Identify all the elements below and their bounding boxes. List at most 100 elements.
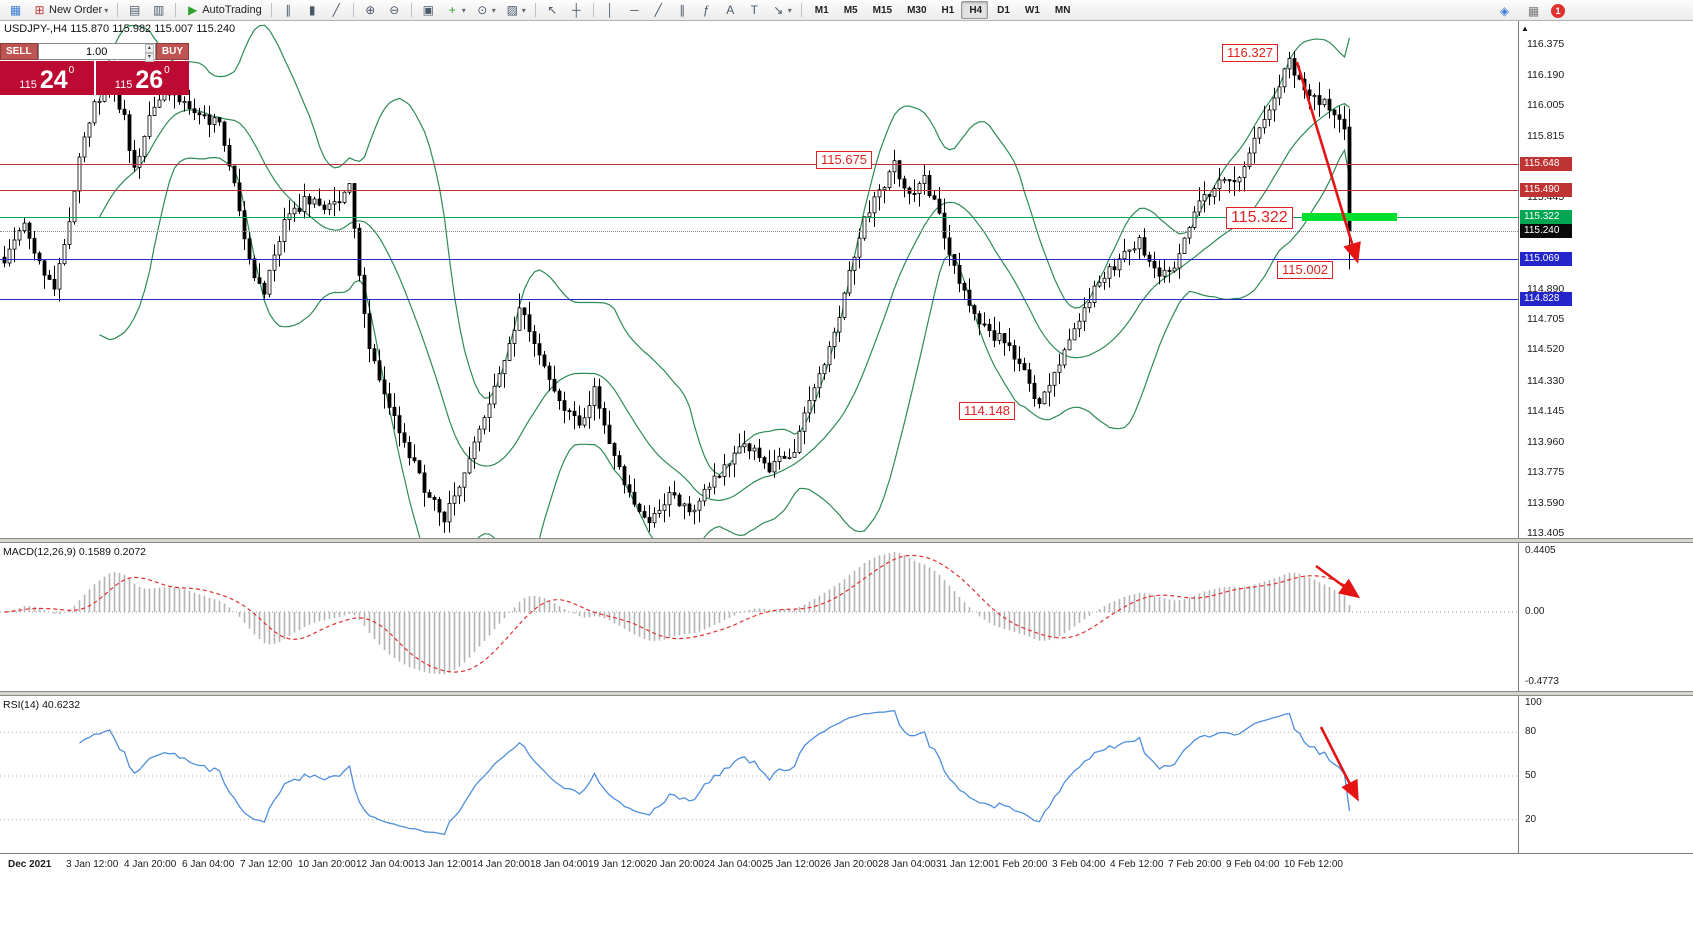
crosshair-icon-icon: ┼ [572, 3, 581, 17]
panel-splitter[interactable] [0, 691, 1693, 696]
print-icon[interactable]: ▤ [123, 1, 146, 19]
horizontal-level-line[interactable] [0, 189, 1518, 191]
tf-w1-button[interactable]: W1 [1017, 1, 1046, 19]
price-annotation[interactable]: 115.002 [1277, 261, 1334, 279]
tf-m1-button-label: M1 [814, 4, 829, 16]
new-order-button[interactable]: ⊞ New Order ▾ [28, 1, 112, 19]
line-chart-icon[interactable]: ╱ [325, 1, 348, 19]
price-annotation[interactable]: 115.675 [816, 151, 873, 169]
time-axis[interactable]: Dec 2021 3 Jan 12:00 4 Jan 20:00 6 Jan 04:0… [0, 853, 1693, 877]
templates-icon[interactable]: ▨ ▾ [501, 1, 530, 19]
autoscroll-marker-icon: ▲ [1521, 24, 1529, 33]
macd-axis-value: -0.4773 [1525, 676, 1559, 687]
volume-down-icon[interactable]: ▾ [144, 53, 154, 62]
toolbar-right-items: ◈ ▦ 1 [1493, 2, 1565, 20]
horizontal-level-line[interactable] [0, 259, 1518, 260]
price-level-tag: 115.322 [1520, 210, 1572, 225]
bid-price-box[interactable]: 115 24 0 [0, 61, 94, 95]
notification-badge[interactable]: 1 [1551, 4, 1565, 18]
volume-stepper[interactable]: ▴ ▾ [144, 44, 154, 62]
time-axis-label: 7 Jan 12:00 [240, 859, 293, 870]
volume-up-icon[interactable]: ▴ [144, 44, 154, 53]
macd-panel[interactable]: MACD(12,26,9) 0.1589 0.2072 [0, 543, 1518, 691]
tf-h4-button[interactable]: H4 [961, 1, 989, 19]
dropdown-caret-icon: ▾ [461, 5, 466, 15]
price-tick-label: 114.520 [1527, 343, 1565, 356]
crosshair-icon[interactable]: ┼ [565, 1, 588, 19]
price-axis[interactable]: 115.648 115.490 115.322 115.069 114.828 115.2… [1518, 21, 1693, 539]
candlestick-chart-icon[interactable]: ▮ [301, 1, 324, 19]
label-icon[interactable]: T [743, 1, 766, 19]
volume-value: 1.00 [86, 45, 108, 58]
fibonacci-icon[interactable]: ƒ [695, 1, 718, 19]
channel-icon[interactable]: ∥ [671, 1, 694, 19]
tf-d1-button[interactable]: D1 [989, 1, 1016, 19]
search-icon[interactable]: ▦ [1522, 2, 1545, 20]
time-axis-label: 10 Jan 20:00 [298, 859, 356, 870]
time-axis-label: 9 Feb 04:00 [1226, 859, 1280, 870]
tf-m30-button[interactable]: M30 [899, 1, 932, 19]
community-icon[interactable]: ◈ [1493, 2, 1516, 20]
macd-plot[interactable] [0, 543, 1518, 691]
rsi-plot[interactable] [0, 696, 1518, 853]
arrows-icon-icon: ↘ [773, 3, 784, 17]
price-level-tag: 115.648 [1520, 156, 1572, 171]
chart-profile-icon[interactable]: ▥ [147, 1, 170, 19]
vertical-line-icon[interactable]: │ [599, 1, 622, 19]
candlestick-chart[interactable] [0, 21, 1518, 538]
ask-price-box[interactable]: 115 26 0 [95, 61, 189, 95]
tf-h1-button[interactable]: H1 [934, 1, 961, 19]
one-click-trading-panel: SELL 1.00 ▴ ▾ BUY 115 24 0 115 26 0 [0, 43, 189, 95]
autotrading-button[interactable]: ▶ AutoTrading [181, 1, 266, 19]
horizontal-level-line[interactable] [0, 298, 1518, 300]
line-chart-icon-icon: ╱ [332, 3, 340, 17]
periods-icon[interactable]: ⊙ ▾ [471, 1, 500, 19]
trade-panel-prices: 115 24 0 115 26 0 [0, 61, 189, 95]
horizontal-level-line[interactable] [0, 217, 1518, 219]
tf-m15-button[interactable]: M15 [865, 1, 898, 19]
text-icon[interactable]: A [719, 1, 742, 19]
price-tick-label: 113.775 [1527, 466, 1565, 479]
horizontal-level-line[interactable] [0, 163, 1518, 165]
price-tick-label: 114.330 [1527, 374, 1565, 387]
chart-window-icon[interactable]: ▦ [4, 1, 27, 19]
price-tick-label: 113.960 [1527, 435, 1565, 448]
price-annotation[interactable]: 116.327 [1222, 44, 1279, 62]
green-highlight-segment[interactable] [1302, 213, 1397, 222]
buy-button[interactable]: BUY [155, 43, 189, 60]
time-axis-label: 18 Jan 04:00 [530, 859, 588, 870]
toolbar-separator [800, 3, 802, 17]
volume-input[interactable]: 1.00 ▴ ▾ [37, 43, 156, 62]
macd-label: MACD(12,26,9) 0.1589 0.2072 [3, 546, 147, 558]
tf-mn-button[interactable]: MN [1047, 1, 1077, 19]
cursor-icon[interactable]: ↖ [541, 1, 564, 19]
vertical-line-icon-icon: │ [606, 3, 615, 17]
price-annotation[interactable]: 114.148 [959, 402, 1016, 420]
tf-m1-button[interactable]: M1 [807, 1, 835, 19]
arrows-icon[interactable]: ↘ ▾ [767, 1, 796, 19]
zoom-in-icon[interactable]: ⊕ [359, 1, 382, 19]
time-axis-label: 25 Jan 12:00 [762, 859, 820, 870]
bar-chart-icon[interactable]: ∥ [277, 1, 300, 19]
price-chart-panel[interactable]: USDJPY-,H4 115.870 115.982 115.007 115.2… [0, 21, 1518, 538]
dropdown-caret-icon: ▾ [787, 5, 792, 15]
trendline-icon-icon: ╱ [654, 3, 662, 17]
panel-splitter[interactable] [0, 538, 1693, 543]
price-tick-label: 115.815 [1527, 130, 1565, 143]
sell-button[interactable]: SELL [0, 43, 38, 60]
indicators-icon[interactable]: + ▾ [441, 1, 470, 19]
bar-chart-icon-icon: ∥ [285, 3, 292, 17]
dropdown-caret-icon: ▾ [491, 5, 496, 15]
zoom-out-icon[interactable]: ⊖ [383, 1, 406, 19]
price-annotation[interactable]: 115.322 [1226, 207, 1293, 229]
rsi-panel[interactable]: RSI(14) 40.6232 [0, 696, 1518, 853]
tf-m5-button[interactable]: M5 [836, 1, 864, 19]
tile-windows-icon[interactable]: ▣ [417, 1, 440, 19]
trendline-icon[interactable]: ╱ [647, 1, 670, 19]
bid-pips: 24 [39, 66, 68, 94]
tf-h1-button-label: H1 [941, 4, 955, 16]
rsi-label: RSI(14) 40.6232 [3, 699, 81, 711]
label-icon-icon: T [750, 3, 758, 17]
horizontal-line-icon[interactable]: ─ [623, 1, 646, 19]
time-axis-label: 6 Jan 04:00 [182, 859, 235, 870]
